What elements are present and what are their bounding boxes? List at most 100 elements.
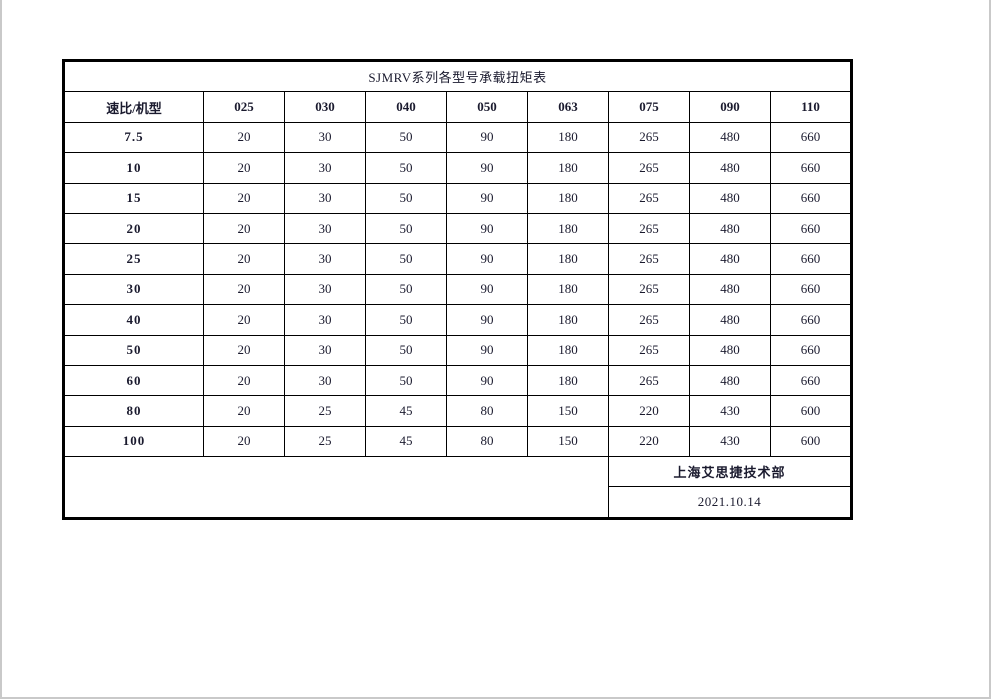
torque-cell: 265 (608, 273, 690, 306)
torque-cell: 20 (203, 425, 285, 458)
torque-cell: 660 (770, 243, 852, 275)
torque-cell: 480 (689, 273, 771, 306)
torque-cell: 265 (608, 212, 690, 245)
torque-cell: 430 (689, 395, 771, 427)
torque-cell: 660 (770, 273, 852, 306)
column-header-model-025: 025 (203, 91, 285, 123)
table-row: 10 20 30 50 90 180 265 480 660 (63, 152, 852, 184)
torque-cell: 30 (284, 182, 366, 214)
column-header-model-090: 090 (689, 91, 771, 123)
torque-cell: 50 (365, 182, 447, 214)
torque-cell: 480 (689, 334, 771, 366)
torque-cell: 180 (527, 273, 609, 306)
torque-cell: 150 (527, 395, 609, 427)
torque-cell: 660 (770, 121, 852, 154)
torque-cell: 50 (365, 334, 447, 366)
torque-cell: 180 (527, 334, 609, 366)
torque-cell: 180 (527, 212, 609, 245)
torque-cell: 480 (689, 152, 771, 184)
table-row: 25 20 30 50 90 180 265 480 660 (63, 243, 852, 275)
footer-row-date: 2021.10.14 (64, 486, 852, 519)
ratio-cell: 7.5 (63, 121, 204, 154)
torque-cell: 20 (203, 243, 285, 275)
column-header-model-050: 050 (446, 91, 528, 123)
torque-cell: 30 (284, 212, 366, 245)
table-body: SJMRV系列各型号承载扭矩表 速比/机型 025 030 040 050 063 075 09… (63, 59, 852, 519)
torque-cell: 180 (527, 152, 609, 184)
torque-cell: 660 (770, 152, 852, 184)
torque-cell: 50 (365, 121, 447, 154)
torque-cell: 20 (203, 395, 285, 427)
ratio-cell: 50 (63, 334, 204, 366)
torque-cell: 265 (608, 121, 690, 154)
table-row: 15 20 30 50 90 180 265 480 660 (63, 182, 852, 214)
ratio-cell: 100 (63, 425, 204, 458)
ratio-cell: 15 (63, 182, 204, 214)
torque-cell: 480 (689, 212, 771, 245)
torque-cell: 90 (446, 212, 528, 245)
torque-cell: 180 (527, 121, 609, 154)
torque-cell: 50 (365, 152, 447, 184)
torque-cell: 480 (689, 304, 771, 336)
torque-cell: 265 (608, 152, 690, 184)
ratio-cell: 25 (63, 243, 204, 275)
column-header-model-063: 063 (527, 91, 609, 123)
torque-cell: 20 (203, 182, 285, 214)
spreadsheet-sheet: SJMRV系列各型号承载扭矩表 速比/机型 025 030 040 050 063 075 09… (62, 59, 853, 520)
torque-table: SJMRV系列各型号承载扭矩表 速比/机型 025 030 040 050 063 075 09… (62, 59, 853, 520)
header-row: 速比/机型 025 030 040 050 063 075 090 110 (63, 91, 852, 123)
table-row: 20 20 30 50 90 180 265 480 660 (63, 212, 852, 245)
torque-cell: 50 (365, 273, 447, 306)
ratio-cell: 80 (63, 395, 204, 427)
torque-cell: 45 (365, 395, 447, 427)
torque-cell: 20 (203, 364, 285, 397)
torque-cell: 265 (608, 182, 690, 214)
torque-cell: 220 (608, 395, 690, 427)
torque-cell: 25 (284, 425, 366, 458)
torque-cell: 180 (527, 304, 609, 336)
torque-cell: 30 (284, 243, 366, 275)
torque-cell: 90 (446, 121, 528, 154)
torque-cell: 20 (203, 212, 285, 245)
torque-cell: 180 (527, 243, 609, 275)
column-header-model-030: 030 (284, 91, 366, 123)
torque-cell: 20 (203, 304, 285, 336)
table-row: 7.5 20 30 50 90 180 265 480 660 (63, 121, 852, 154)
footer-department: 上海艾思捷技术部 (608, 456, 852, 488)
torque-cell: 150 (527, 425, 609, 458)
torque-cell: 80 (446, 425, 528, 458)
torque-cell: 265 (608, 364, 690, 397)
torque-cell: 265 (608, 304, 690, 336)
torque-cell: 660 (770, 304, 852, 336)
footer-date: 2021.10.14 (608, 486, 852, 519)
torque-cell: 180 (527, 182, 609, 214)
torque-cell: 30 (284, 334, 366, 366)
column-header-model-075: 075 (608, 91, 690, 123)
torque-cell: 90 (446, 273, 528, 306)
footer-row-department: 上海艾思捷技术部 (63, 456, 852, 519)
torque-cell: 660 (770, 334, 852, 366)
ratio-cell: 30 (63, 273, 204, 306)
table-row: 30 20 30 50 90 180 265 480 660 (63, 273, 852, 306)
torque-cell: 20 (203, 121, 285, 154)
torque-cell: 50 (365, 364, 447, 397)
table-row: 50 20 30 50 90 180 265 480 660 (63, 334, 852, 366)
ratio-cell: 10 (63, 152, 204, 184)
torque-cell: 30 (284, 152, 366, 184)
torque-cell: 220 (608, 425, 690, 458)
torque-cell: 600 (770, 425, 852, 458)
torque-cell: 90 (446, 304, 528, 336)
ratio-cell: 60 (63, 364, 204, 397)
torque-cell: 265 (608, 334, 690, 366)
torque-cell: 90 (446, 243, 528, 275)
torque-cell: 660 (770, 364, 852, 397)
torque-cell: 45 (365, 425, 447, 458)
footer-blank-cell (63, 456, 609, 519)
torque-cell: 30 (284, 121, 366, 154)
torque-cell: 90 (446, 152, 528, 184)
torque-cell: 20 (203, 273, 285, 306)
torque-cell: 50 (365, 304, 447, 336)
torque-cell: 660 (770, 212, 852, 245)
torque-cell: 480 (689, 121, 771, 154)
ratio-cell: 20 (63, 212, 204, 245)
